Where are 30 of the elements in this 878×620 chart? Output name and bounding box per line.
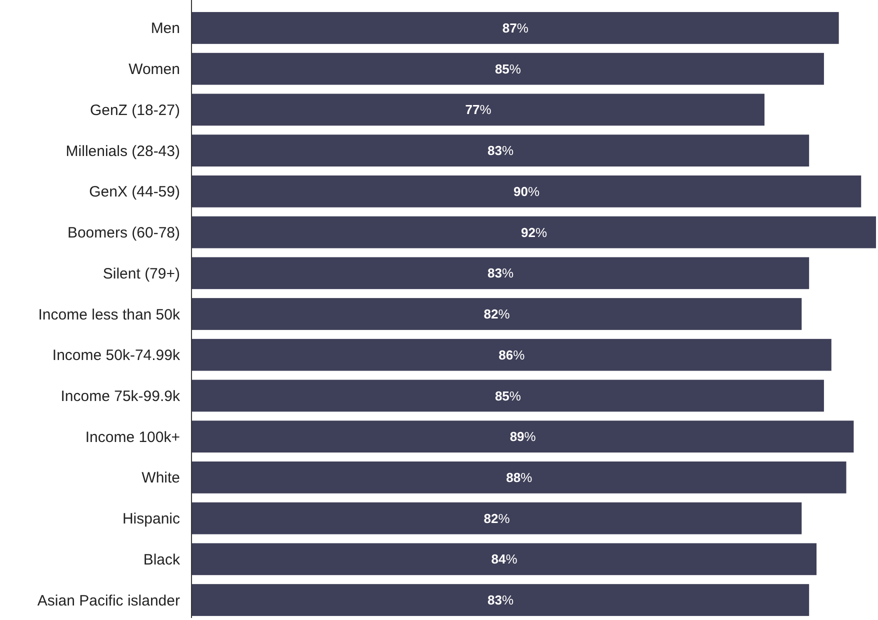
y-tick-label: Income 75k-99.9k (60, 388, 180, 405)
data-label: 83% (488, 266, 514, 281)
data-label: 86% (498, 347, 526, 362)
data-label: 89% (510, 429, 536, 444)
y-tick-label: Women (128, 61, 180, 78)
y-tick-label: GenZ (18-27) (90, 102, 180, 119)
y-tick-label: Silent (79+) (102, 265, 180, 282)
data-label: 84% (491, 552, 518, 567)
y-tick-label: Hispanic (122, 510, 180, 528)
y-tick-label: Income 100k+ (85, 428, 180, 446)
data-label: 88% (506, 470, 533, 485)
y-tick-label: GenX (44-59) (89, 184, 180, 201)
y-tick-label: Income less than 50k (38, 306, 180, 324)
data-label: 83% (488, 592, 514, 608)
y-tick-label: White (142, 470, 180, 487)
y-tick-label: Millenials (28-43) (66, 142, 180, 160)
y-tick-label: Income 50k-74.99k (52, 347, 180, 364)
y-tick-label: Black (143, 551, 180, 568)
data-label: 87% (502, 20, 529, 36)
data-label: 85% (494, 61, 522, 76)
y-tick-label: Asian Pacific islander (37, 592, 180, 610)
y-tick-label: Men (150, 20, 180, 38)
data-label: 83% (488, 143, 514, 158)
data-label: 85% (494, 388, 522, 404)
data-label: 82% (484, 306, 510, 322)
data-label: 77% (465, 102, 492, 118)
data-label: 92% (520, 224, 548, 240)
y-tick-label: Boomers (60-78) (67, 224, 180, 242)
data-label: 82% (484, 510, 510, 526)
data-label: 90% (514, 184, 540, 199)
